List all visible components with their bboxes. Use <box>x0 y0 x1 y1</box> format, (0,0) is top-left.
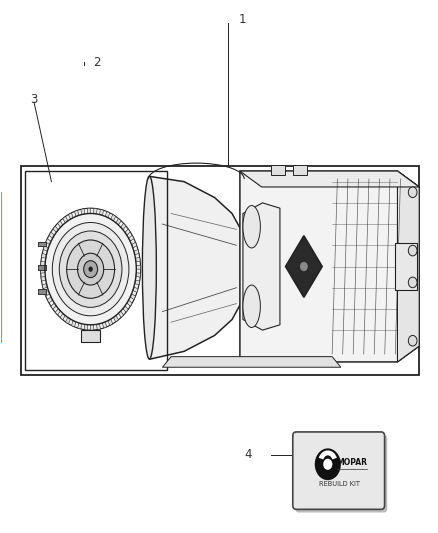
Ellipse shape <box>243 206 260 248</box>
Polygon shape <box>63 216 68 223</box>
Text: REBUILD KIT: REBUILD KIT <box>319 481 360 487</box>
Bar <box>39 241 46 246</box>
Circle shape <box>323 459 332 470</box>
Polygon shape <box>286 236 322 297</box>
Polygon shape <box>134 249 139 255</box>
Bar <box>39 265 46 270</box>
Polygon shape <box>136 273 141 277</box>
Polygon shape <box>131 242 137 248</box>
Polygon shape <box>46 239 51 245</box>
Polygon shape <box>47 297 53 303</box>
Polygon shape <box>130 294 135 300</box>
Polygon shape <box>116 219 121 225</box>
Polygon shape <box>66 317 71 324</box>
Polygon shape <box>118 311 124 318</box>
Bar <box>21 166 419 375</box>
Bar <box>39 289 46 294</box>
Polygon shape <box>397 171 419 362</box>
Polygon shape <box>133 287 138 293</box>
Circle shape <box>408 245 417 256</box>
Polygon shape <box>49 232 54 238</box>
Polygon shape <box>105 212 110 217</box>
Polygon shape <box>53 226 58 232</box>
Bar <box>39 265 46 270</box>
Bar <box>81 330 100 342</box>
Circle shape <box>408 187 417 198</box>
Polygon shape <box>60 313 65 320</box>
Polygon shape <box>129 235 134 241</box>
Ellipse shape <box>243 285 260 327</box>
Polygon shape <box>68 213 73 219</box>
Circle shape <box>84 261 98 278</box>
Polygon shape <box>41 277 46 281</box>
Circle shape <box>59 231 122 308</box>
Text: 3: 3 <box>30 93 37 106</box>
Polygon shape <box>44 290 49 296</box>
Polygon shape <box>136 265 141 269</box>
Circle shape <box>52 222 129 316</box>
Bar <box>39 241 46 246</box>
Text: 4: 4 <box>244 448 252 461</box>
Polygon shape <box>41 269 45 273</box>
FancyBboxPatch shape <box>295 435 387 513</box>
Polygon shape <box>243 203 280 330</box>
Circle shape <box>88 266 93 272</box>
Polygon shape <box>58 221 63 227</box>
Circle shape <box>41 208 141 330</box>
Polygon shape <box>51 303 56 309</box>
Circle shape <box>67 240 115 298</box>
Polygon shape <box>84 325 88 330</box>
Polygon shape <box>108 319 113 326</box>
Polygon shape <box>91 325 94 330</box>
Polygon shape <box>81 209 85 215</box>
Bar <box>25 171 167 370</box>
Polygon shape <box>123 306 128 312</box>
Circle shape <box>408 335 417 346</box>
Polygon shape <box>127 300 132 306</box>
Bar <box>271 165 285 175</box>
Polygon shape <box>99 209 103 215</box>
Polygon shape <box>135 257 140 262</box>
Polygon shape <box>96 324 100 329</box>
Polygon shape <box>102 322 107 328</box>
Polygon shape <box>74 210 79 216</box>
Polygon shape <box>55 309 60 315</box>
Polygon shape <box>149 176 243 359</box>
Bar <box>39 289 46 294</box>
Polygon shape <box>42 284 47 289</box>
Circle shape <box>300 262 307 271</box>
Polygon shape <box>240 171 419 362</box>
FancyBboxPatch shape <box>293 432 385 510</box>
Bar <box>395 243 417 290</box>
Text: 1: 1 <box>239 13 246 27</box>
Polygon shape <box>121 223 126 230</box>
Polygon shape <box>71 320 76 327</box>
Polygon shape <box>125 229 131 235</box>
Polygon shape <box>113 316 118 322</box>
Polygon shape <box>42 253 46 259</box>
Polygon shape <box>41 261 45 265</box>
Polygon shape <box>87 208 91 214</box>
Polygon shape <box>94 208 97 214</box>
Circle shape <box>408 277 417 288</box>
Polygon shape <box>135 280 140 285</box>
Polygon shape <box>111 214 116 221</box>
Text: 2: 2 <box>93 56 100 69</box>
Bar <box>293 165 307 175</box>
Circle shape <box>78 253 104 285</box>
Polygon shape <box>43 246 48 251</box>
Ellipse shape <box>142 176 156 359</box>
Polygon shape <box>240 171 419 187</box>
Circle shape <box>315 448 341 480</box>
Text: MOPAR: MOPAR <box>336 458 367 467</box>
Polygon shape <box>162 357 341 367</box>
Polygon shape <box>78 323 82 329</box>
